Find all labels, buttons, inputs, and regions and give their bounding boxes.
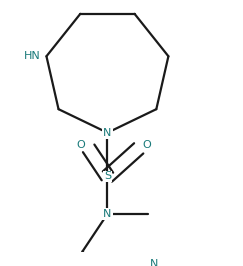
Text: N: N [103, 128, 112, 138]
Text: O: O [77, 140, 85, 150]
Text: N: N [150, 259, 158, 266]
Text: O: O [142, 140, 151, 150]
Text: N: N [103, 209, 112, 219]
Text: S: S [104, 172, 111, 181]
Text: HN: HN [24, 51, 40, 61]
